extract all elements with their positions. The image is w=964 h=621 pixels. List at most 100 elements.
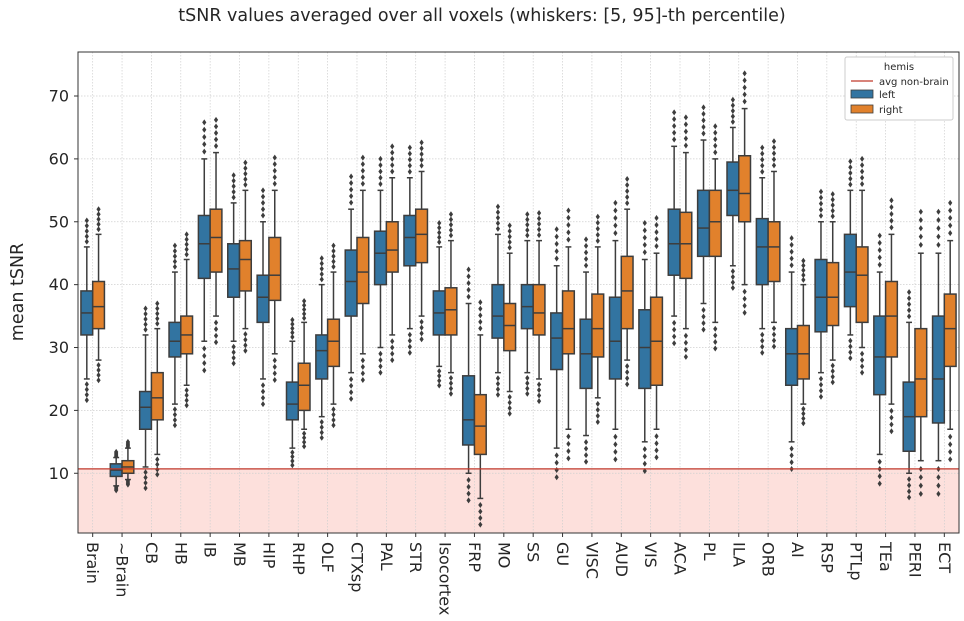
outlier	[918, 225, 923, 232]
outlier	[525, 232, 530, 239]
outlier	[437, 220, 442, 227]
x-tick-label: ACA	[671, 542, 690, 575]
box-body	[150, 371, 164, 421]
outlier	[566, 440, 571, 447]
box-left	[315, 255, 329, 441]
outlier	[818, 188, 824, 195]
outlier	[419, 156, 424, 163]
outlier	[213, 319, 219, 326]
outlier	[859, 350, 865, 357]
x-tick-label: MB	[230, 542, 249, 567]
outlier	[642, 453, 647, 460]
outlier	[948, 433, 953, 440]
outlier	[390, 143, 395, 150]
outlier	[848, 175, 853, 182]
box-left	[138, 305, 153, 492]
outlier	[613, 456, 618, 463]
outlier	[625, 200, 630, 207]
outlier	[172, 247, 178, 254]
outlier	[771, 150, 777, 157]
outlier	[672, 109, 677, 116]
outlier	[272, 370, 277, 377]
outlier	[390, 344, 395, 351]
chart-title: tSNR values averaged over all voxels (wh…	[178, 6, 785, 26]
outlier	[583, 452, 589, 459]
box-left	[638, 220, 652, 475]
x-tick-label: ILA	[729, 542, 748, 567]
box-body	[209, 208, 223, 273]
outlier	[260, 401, 266, 408]
outlier	[84, 233, 89, 240]
outlier	[260, 394, 266, 401]
outlier	[478, 318, 483, 325]
outlier	[613, 199, 618, 206]
outlier	[231, 183, 236, 190]
outlier	[360, 167, 365, 174]
box-left	[696, 104, 711, 333]
outlier	[830, 373, 835, 380]
outlier	[319, 260, 324, 267]
outlier	[507, 244, 512, 251]
outlier	[478, 325, 483, 332]
outlier	[848, 349, 853, 356]
outlier	[172, 242, 178, 249]
x-tick-label: GU	[553, 542, 572, 566]
outlier	[448, 216, 454, 223]
outlier	[625, 176, 630, 183]
outlier	[319, 271, 324, 278]
outlier	[936, 233, 941, 240]
outlier	[672, 319, 677, 326]
outlier	[243, 347, 248, 354]
outlier	[654, 222, 659, 229]
outlier	[507, 410, 512, 417]
x-tick-label: AI	[788, 542, 807, 558]
x-tick-label: PTLp	[847, 542, 866, 581]
outlier	[202, 119, 207, 126]
outlier	[272, 161, 277, 168]
outlier	[243, 342, 248, 349]
outlier	[260, 193, 266, 200]
outlier	[948, 456, 953, 463]
outlier	[701, 123, 706, 130]
outlier	[290, 316, 295, 323]
outlier	[172, 416, 178, 423]
outlier	[848, 181, 853, 188]
box-left	[109, 448, 123, 494]
outlier	[495, 214, 501, 221]
box-left	[667, 109, 681, 347]
outlier	[760, 162, 765, 169]
outlier	[801, 415, 806, 422]
outlier	[595, 231, 600, 238]
outlier	[918, 482, 923, 489]
outlier	[771, 343, 777, 350]
outlier	[407, 150, 412, 157]
outlier	[360, 161, 365, 168]
outlier	[260, 388, 266, 395]
x-tick-label: CTXsp	[347, 542, 366, 592]
outlier	[349, 382, 354, 389]
outlier	[272, 180, 277, 187]
box-left	[256, 187, 270, 408]
outlier	[848, 343, 853, 350]
outlier	[713, 136, 718, 143]
outlier	[349, 180, 354, 187]
x-tick-label: STR	[406, 542, 425, 573]
outlier	[554, 233, 559, 240]
outlier	[155, 456, 160, 463]
outlier	[96, 211, 101, 218]
outlier	[742, 309, 747, 316]
outlier	[801, 262, 806, 269]
box-right	[561, 207, 576, 462]
x-tick-label: ~Brain	[113, 542, 132, 597]
outlier	[948, 441, 953, 448]
box-left	[168, 242, 182, 429]
y-axis: 10 20 30 40 50 60 70	[49, 87, 78, 483]
outlier	[507, 222, 512, 229]
outlier	[260, 199, 266, 206]
outlier	[554, 459, 559, 466]
outlier	[701, 117, 706, 124]
outlier	[906, 494, 912, 501]
y-tick-label: 70	[49, 87, 69, 106]
box-body	[385, 221, 399, 273]
x-tick-label: IB	[201, 542, 220, 558]
